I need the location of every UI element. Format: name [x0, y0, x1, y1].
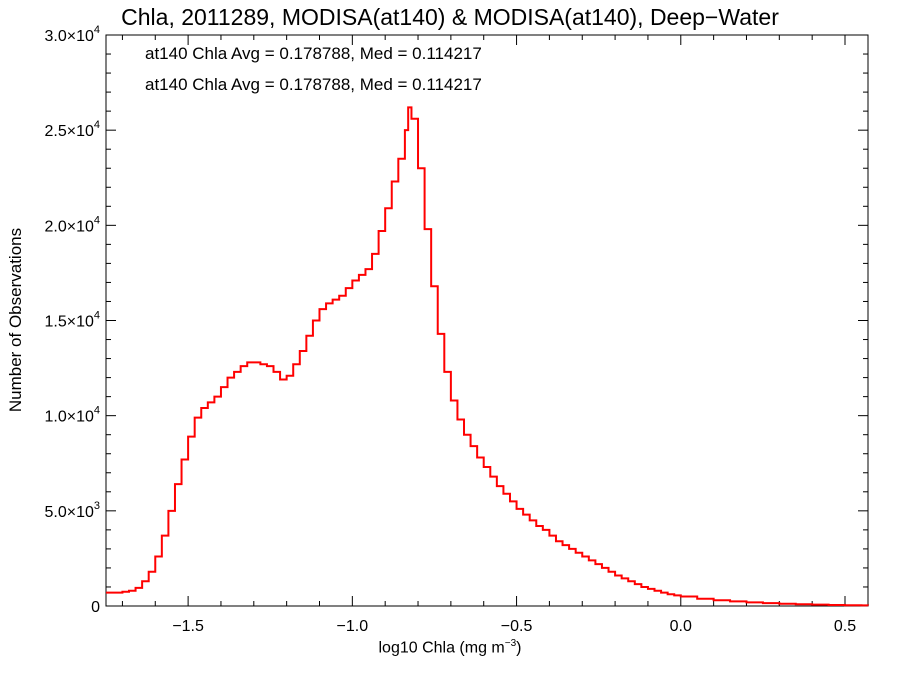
- x-axis-label-sup: −3: [504, 638, 517, 649]
- y-tick-label: 0: [91, 599, 100, 616]
- plot-frame: [105, 34, 869, 607]
- x-axis: −1.5 −1.0 −0.5 0.0 0.5: [121, 35, 856, 635]
- x-tick-label: 0.0: [670, 618, 692, 635]
- x-tick-label: −1.5: [172, 618, 204, 635]
- y-tick-label: 1.5×104: [44, 310, 100, 331]
- legend-entry-red: at140 Chla Avg = 0.178788, Med = 0.11421…: [145, 75, 482, 94]
- y-tick-label: 1.0×104: [44, 405, 100, 426]
- y-axis: 0 5.0×103 1.0×104 1.5×104 2.0×104 2.5×104 3.0×…: [44, 24, 868, 616]
- x-axis-label: log10 Chla (mg m−3): [0, 638, 900, 657]
- series-layer: [106, 106, 869, 607]
- y-tick-label: 5.0×103: [44, 500, 100, 521]
- x-axis-label-base: log10 Chla (mg m: [378, 639, 505, 657]
- y-axis-label: Number of Observations: [6, 227, 25, 413]
- y-tick-label: 3.0×104: [44, 24, 100, 45]
- plot-border: [105, 34, 869, 607]
- chart-title: Chla, 2011289, MODISA(at140) & MODISA(at…: [121, 4, 779, 30]
- x-tick-label: −1.0: [337, 618, 369, 635]
- legend-entry-black: at140 Chla Avg = 0.178788, Med = 0.11421…: [145, 44, 482, 63]
- y-tick-label: 2.5×104: [44, 119, 100, 140]
- x-tick-label: −0.5: [501, 618, 533, 635]
- histogram-series-line: [106, 106, 869, 607]
- x-axis-label-end: ): [516, 639, 522, 657]
- y-tick-label: 2.0×104: [44, 214, 100, 235]
- x-tick-label: 0.5: [834, 618, 856, 635]
